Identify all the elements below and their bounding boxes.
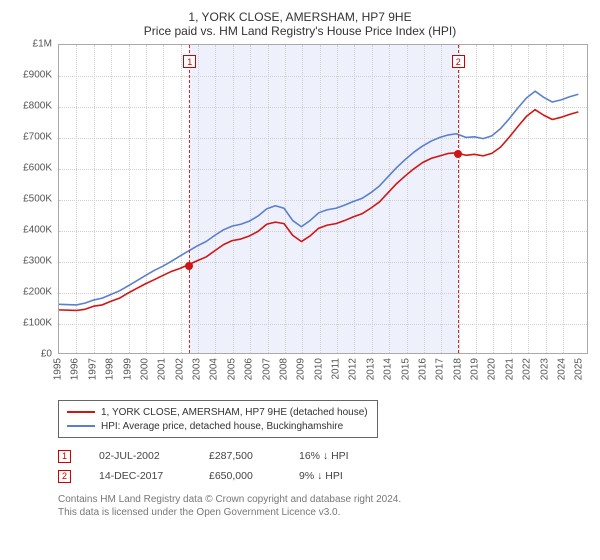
x-axis-label: 2007 (261, 358, 272, 380)
x-axis-label: 1998 (105, 358, 116, 380)
y-axis-label: £700K (12, 132, 52, 143)
event-marker-icon: 1 (58, 450, 71, 463)
x-axis-label: 2020 (487, 358, 498, 380)
series-hpi (59, 91, 578, 305)
event-marker-icon: 1 (183, 55, 196, 68)
table-row: 2 14-DEC-2017 £650,000 9% ↓ HPI (58, 466, 588, 486)
y-axis-label: £0 (12, 349, 52, 360)
y-axis-label: £900K (12, 70, 52, 81)
x-axis-label: 2021 (504, 358, 515, 380)
x-axis-label: 2022 (522, 358, 533, 380)
plot-area: 12 (58, 44, 588, 354)
event-marker-icon: 2 (58, 470, 71, 483)
event-dot (454, 150, 462, 158)
x-axis-label: 2012 (348, 358, 359, 380)
x-axis-label: 2008 (278, 358, 289, 380)
event-dot (185, 262, 193, 270)
legend-swatch (67, 425, 95, 427)
transaction-date: 02-JUL-2002 (99, 450, 209, 462)
x-axis-label: 2019 (470, 358, 481, 380)
event-line (189, 45, 190, 353)
legend-label: HPI: Average price, detached house, Buck… (101, 421, 343, 432)
x-axis-label: 2024 (556, 358, 567, 380)
x-axis-label: 2010 (313, 358, 324, 380)
x-axis-label: 1997 (87, 358, 98, 380)
x-axis-label: 2011 (331, 358, 342, 380)
x-axis-label: 2000 (139, 358, 150, 380)
x-axis-label: 2013 (365, 358, 376, 380)
legend-item: 1, YORK CLOSE, AMERSHAM, HP7 9HE (detach… (67, 405, 369, 419)
x-axis-label: 2017 (435, 358, 446, 380)
chart-area: £0 £100K £200K £300K £400K £500K £600K £700K £80… (12, 44, 588, 394)
x-axis-label: 2001 (157, 358, 168, 380)
x-axis-label: 2018 (452, 358, 463, 380)
y-axis-label: £100K (12, 318, 52, 329)
y-axis-label: £400K (12, 225, 52, 236)
table-row: 1 02-JUL-2002 £287,500 16% ↓ HPI (58, 446, 588, 466)
y-axis-label: £1M (12, 39, 52, 50)
transactions-table: 1 02-JUL-2002 £287,500 16% ↓ HPI 2 14-DE… (58, 446, 588, 486)
legend-item: HPI: Average price, detached house, Buck… (67, 419, 369, 433)
legend: 1, YORK CLOSE, AMERSHAM, HP7 9HE (detach… (58, 400, 378, 438)
x-axis-label: 2002 (174, 358, 185, 380)
legend-label: 1, YORK CLOSE, AMERSHAM, HP7 9HE (detach… (101, 407, 368, 418)
transaction-delta: 9% ↓ HPI (299, 470, 389, 482)
chart-subtitle: Price paid vs. HM Land Registry's House … (12, 24, 588, 38)
x-axis-label: 2023 (539, 358, 550, 380)
event-line (458, 45, 459, 353)
transaction-price: £287,500 (209, 450, 299, 462)
y-axis-label: £200K (12, 287, 52, 298)
x-axis-label: 1999 (122, 358, 133, 380)
x-axis-label: 2025 (574, 358, 585, 380)
x-axis-label: 1996 (70, 358, 81, 380)
transaction-date: 14-DEC-2017 (99, 470, 209, 482)
x-axis-label: 2014 (383, 358, 394, 380)
y-axis-label: £800K (12, 101, 52, 112)
transaction-price: £650,000 (209, 470, 299, 482)
x-axis-label: 2003 (192, 358, 203, 380)
y-axis-label: £600K (12, 163, 52, 174)
x-axis-label: 2016 (417, 358, 428, 380)
x-axis-label: 2009 (296, 358, 307, 380)
x-axis-label: 1995 (53, 358, 64, 380)
y-axis-label: £500K (12, 194, 52, 205)
x-axis-label: 2015 (400, 358, 411, 380)
x-axis-label: 2006 (244, 358, 255, 380)
legend-swatch (67, 411, 95, 413)
y-axis-label: £300K (12, 256, 52, 267)
x-axis-label: 2005 (226, 358, 237, 380)
chart-title: 1, YORK CLOSE, AMERSHAM, HP7 9HE (12, 10, 588, 24)
transaction-delta: 16% ↓ HPI (299, 450, 389, 462)
footer-attribution: Contains HM Land Registry data © Crown c… (58, 494, 588, 519)
x-axis-label: 2004 (209, 358, 220, 380)
line-svg (59, 45, 587, 353)
event-marker-icon: 2 (452, 55, 465, 68)
